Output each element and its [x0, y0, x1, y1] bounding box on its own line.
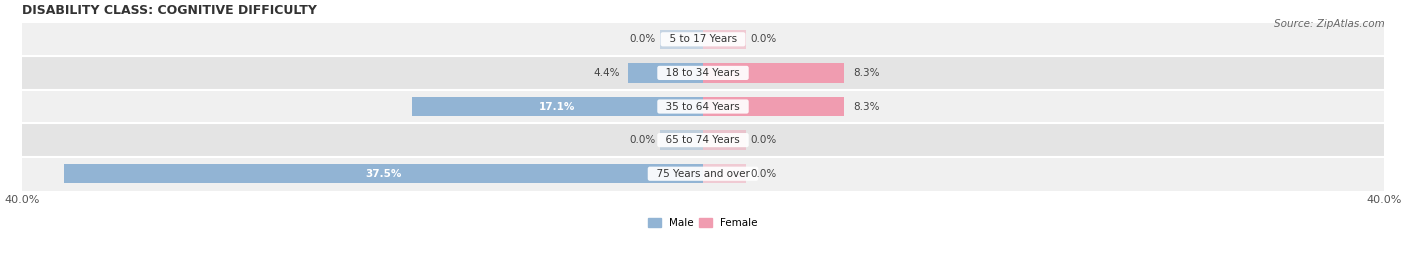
Text: 35 to 64 Years: 35 to 64 Years — [659, 101, 747, 112]
Bar — [22, 23, 1384, 56]
Bar — [412, 97, 703, 116]
Bar — [703, 97, 845, 116]
Bar — [22, 123, 1384, 157]
Legend: Male, Female: Male, Female — [644, 214, 762, 232]
Text: 0.0%: 0.0% — [751, 135, 778, 145]
Bar — [22, 90, 1384, 123]
Text: 37.5%: 37.5% — [366, 169, 402, 179]
Bar — [22, 56, 1384, 90]
Text: 65 to 74 Years: 65 to 74 Years — [659, 135, 747, 145]
Text: 8.3%: 8.3% — [853, 101, 879, 112]
Text: 8.3%: 8.3% — [853, 68, 879, 78]
Text: DISABILITY CLASS: COGNITIVE DIFFICULTY: DISABILITY CLASS: COGNITIVE DIFFICULTY — [22, 4, 316, 17]
Text: 18 to 34 Years: 18 to 34 Years — [659, 68, 747, 78]
Bar — [703, 63, 845, 83]
Text: 4.4%: 4.4% — [593, 68, 620, 78]
Bar — [703, 30, 745, 49]
Bar — [661, 130, 703, 150]
Bar — [661, 30, 703, 49]
Text: Source: ZipAtlas.com: Source: ZipAtlas.com — [1274, 19, 1385, 29]
Text: 0.0%: 0.0% — [751, 169, 778, 179]
Bar — [703, 130, 745, 150]
Bar — [628, 63, 703, 83]
Bar — [703, 164, 745, 183]
Text: 0.0%: 0.0% — [751, 34, 778, 44]
Bar — [65, 164, 703, 183]
Text: 0.0%: 0.0% — [628, 135, 655, 145]
Text: 17.1%: 17.1% — [540, 101, 575, 112]
Bar — [22, 157, 1384, 190]
Text: 0.0%: 0.0% — [628, 34, 655, 44]
Text: 75 Years and over: 75 Years and over — [650, 169, 756, 179]
Text: 5 to 17 Years: 5 to 17 Years — [662, 34, 744, 44]
